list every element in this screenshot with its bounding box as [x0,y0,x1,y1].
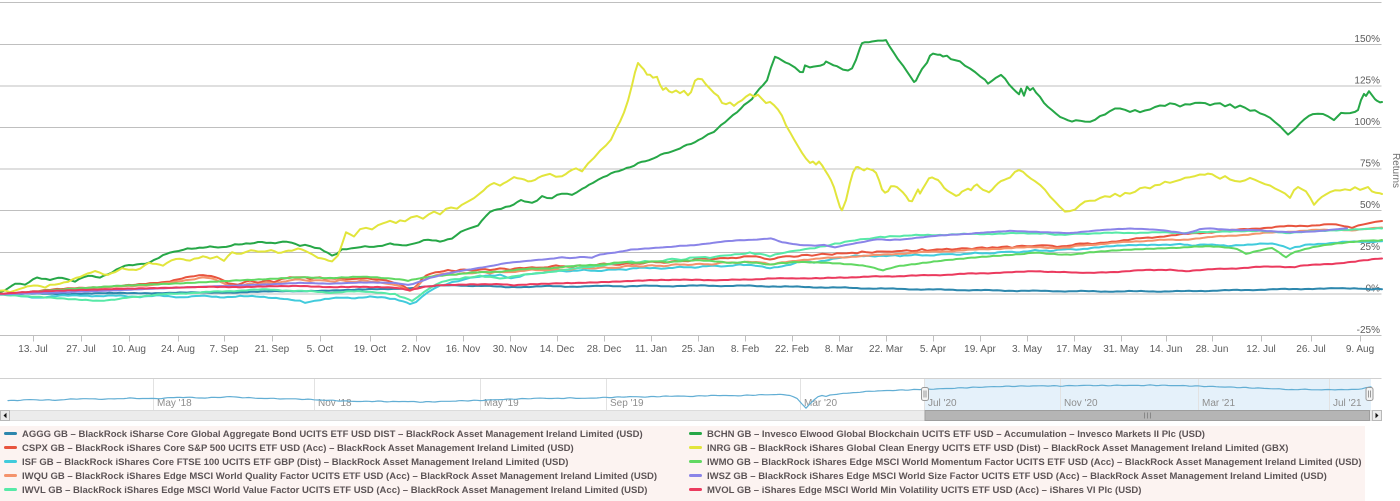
svg-text:May '18: May '18 [157,398,192,409]
svg-text:28. Dec: 28. Dec [587,344,621,355]
svg-text:25. Jan: 25. Jan [682,344,715,355]
svg-text:26. Jul: 26. Jul [1296,344,1325,355]
svg-text:Jul '20: Jul '20 [928,398,957,409]
svg-text:Nov '18: Nov '18 [318,398,352,409]
svg-text:8. Mar: 8. Mar [825,344,854,355]
svg-text:11. Jan: 11. Jan [635,344,667,355]
svg-text:25%: 25% [1360,242,1380,253]
svg-text:30. Nov: 30. Nov [493,344,527,355]
svg-text:Mar '20: Mar '20 [804,398,837,409]
svg-text:27. Jul: 27. Jul [66,344,95,355]
svg-text:5. Apr: 5. Apr [920,344,947,355]
svg-text:22. Feb: 22. Feb [775,344,809,355]
svg-text:8. Feb: 8. Feb [731,344,760,355]
svg-text:75%: 75% [1360,159,1380,170]
svg-text:50%: 50% [1360,200,1380,211]
svg-text:Jul '21: Jul '21 [1333,398,1362,409]
svg-text:5. Oct: 5. Oct [307,344,334,355]
svg-text:100%: 100% [1354,117,1380,128]
svg-text:10. Aug: 10. Aug [112,344,146,355]
svg-text:13. Jul: 13. Jul [18,344,47,355]
svg-text:17. May: 17. May [1056,344,1092,355]
svg-text:9. Aug: 9. Aug [1346,344,1374,355]
svg-text:24. Aug: 24. Aug [161,344,195,355]
svg-text:16. Nov: 16. Nov [446,344,480,355]
svg-text:May '19: May '19 [484,398,519,409]
svg-text:-25%: -25% [1357,325,1380,336]
svg-text:7. Sep: 7. Sep [210,344,239,355]
svg-text:3. May: 3. May [1012,344,1042,355]
svg-text:Nov '20: Nov '20 [1064,398,1098,409]
svg-text:14. Jun: 14. Jun [1150,344,1183,355]
svg-text:12. Jul: 12. Jul [1246,344,1275,355]
svg-text:Returns: Returns [1390,153,1400,188]
svg-text:125%: 125% [1354,76,1380,87]
svg-text:31. May: 31. May [1103,344,1139,355]
svg-text:19. Oct: 19. Oct [354,344,386,355]
svg-text:19. Apr: 19. Apr [964,344,996,355]
svg-text:Mar '21: Mar '21 [1202,398,1235,409]
svg-text:21. Sep: 21. Sep [255,344,290,355]
svg-text:2. Nov: 2. Nov [402,344,431,355]
svg-text:22. Mar: 22. Mar [869,344,904,355]
svg-text:150%: 150% [1354,34,1380,45]
svg-text:Sep '19: Sep '19 [610,398,644,409]
svg-text:28. Jun: 28. Jun [1196,344,1229,355]
svg-text:14. Dec: 14. Dec [540,344,574,355]
